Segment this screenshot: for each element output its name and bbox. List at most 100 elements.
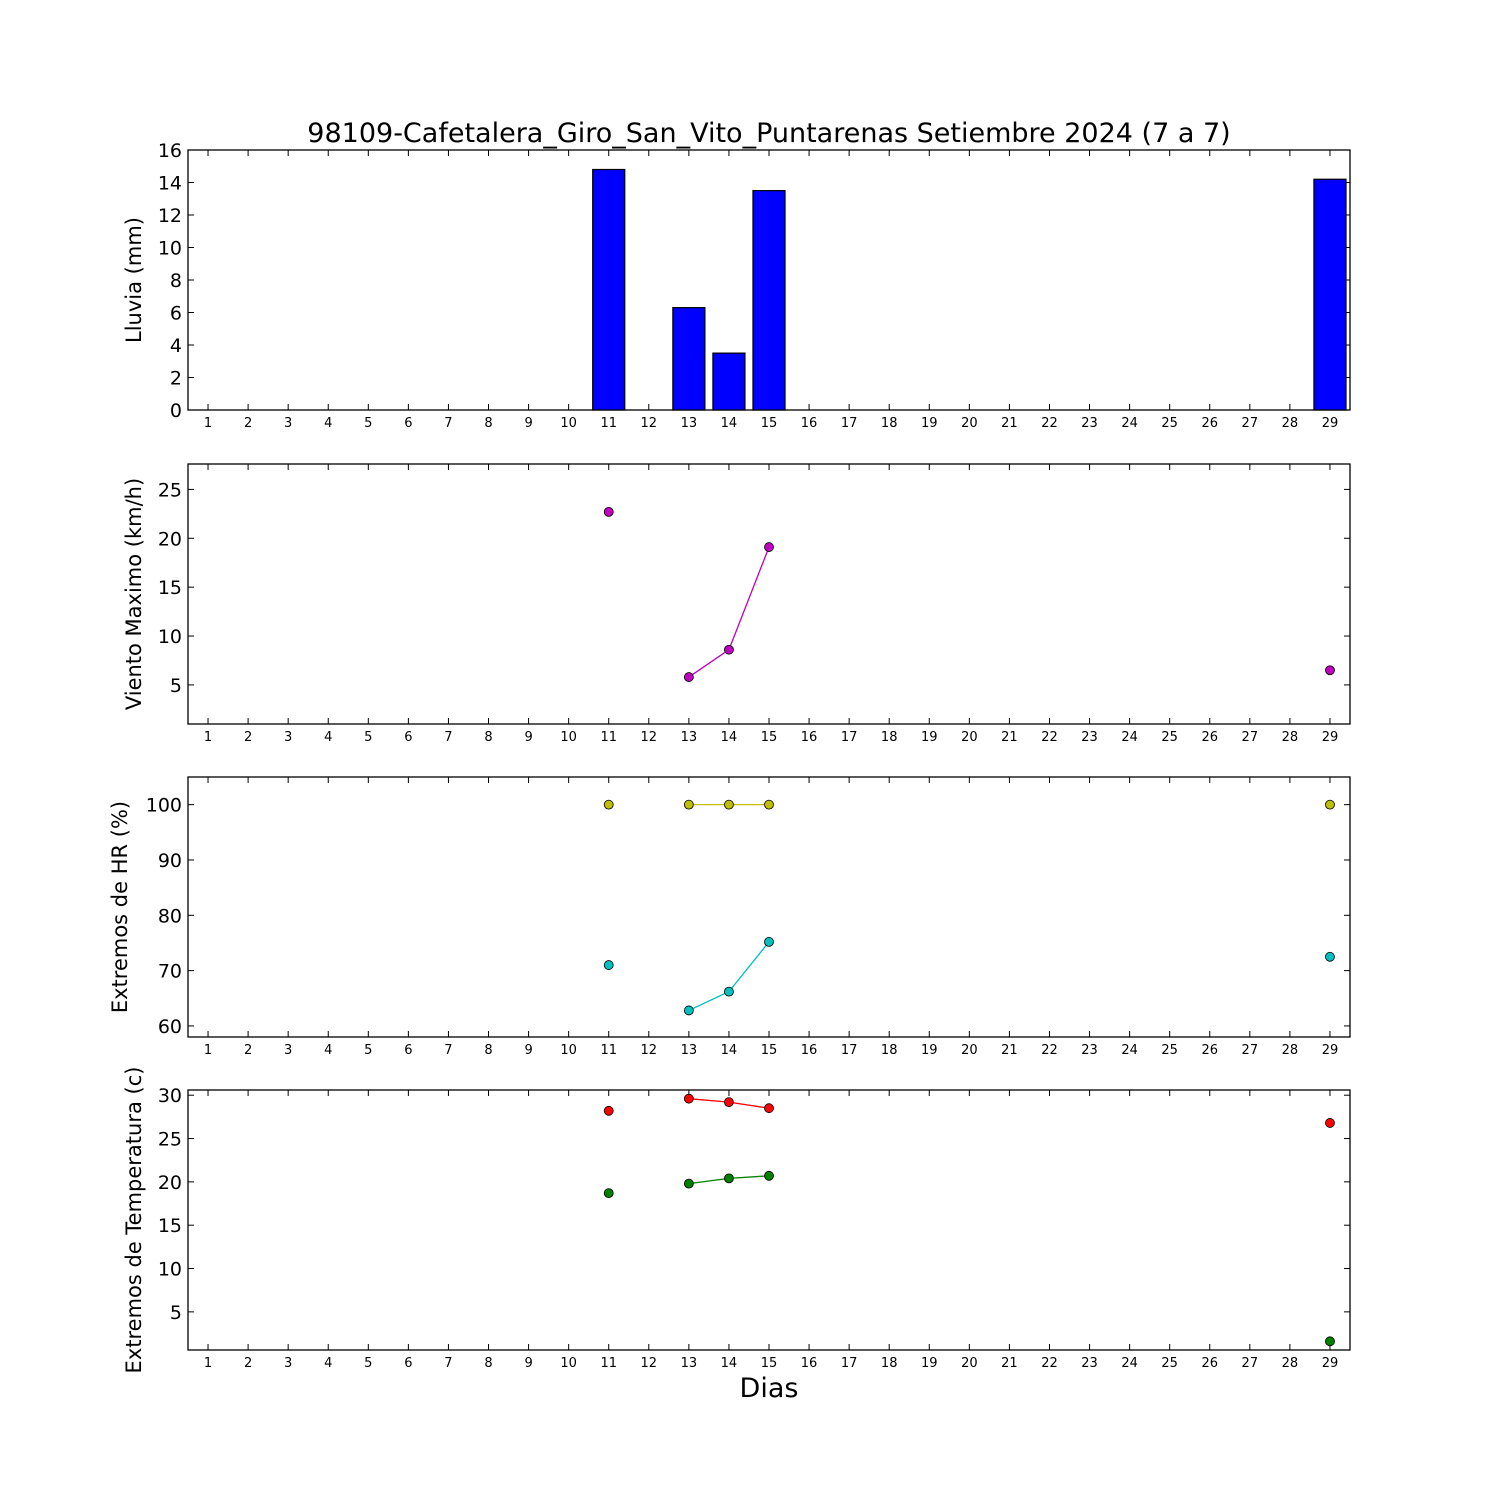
- x-tick-label: 8: [484, 1043, 492, 1058]
- x-tick-label: 4: [324, 730, 332, 745]
- x-tick-label: 28: [1282, 730, 1299, 745]
- y-tick-label: 2: [170, 368, 182, 390]
- y-tick-label: 100: [146, 795, 182, 817]
- x-tick-label: 25: [1161, 416, 1178, 431]
- x-tick-label: 24: [1121, 1043, 1138, 1058]
- x-tick-label: 11: [600, 416, 617, 431]
- x-tick-label: 9: [524, 1043, 532, 1058]
- x-tick-label: 18: [881, 1356, 898, 1371]
- x-tick-label: 22: [1041, 416, 1058, 431]
- x-tick-label: 19: [921, 1043, 938, 1058]
- x-tick-label: 1: [204, 1043, 212, 1058]
- x-tick-label: 11: [600, 1356, 617, 1371]
- y-tick-label: 5: [170, 1302, 182, 1324]
- y-tick-label: 25: [158, 479, 182, 501]
- x-tick-label: 24: [1121, 730, 1138, 745]
- x-tick-label: 21: [1001, 730, 1018, 745]
- x-tick-label: 15: [761, 416, 778, 431]
- chart-title: 98109-Cafetalera_Giro_San_Vito_Puntarena…: [307, 118, 1230, 149]
- y-tick-label: 15: [158, 577, 182, 599]
- x-tick-label: 1: [204, 416, 212, 431]
- x-tick-label: 6: [404, 1043, 412, 1058]
- x-tick-label: 22: [1041, 730, 1058, 745]
- x-tick-label: 19: [921, 1356, 938, 1371]
- x-tick-label: 16: [801, 730, 818, 745]
- x-tick-label: 12: [641, 416, 658, 431]
- x-tick-label: 5: [364, 416, 372, 431]
- x-tick-label: 20: [961, 1356, 978, 1371]
- x-tick-label: 28: [1282, 1043, 1299, 1058]
- x-tick-label: 24: [1121, 416, 1138, 431]
- x-tick-label: 25: [1161, 1356, 1178, 1371]
- x-tick-label: 4: [324, 1043, 332, 1058]
- y-tick-label: 12: [158, 205, 182, 227]
- x-tick-label: 2: [244, 730, 252, 745]
- x-tick-label: 26: [1201, 1356, 1218, 1371]
- x-tick-label: 12: [641, 1043, 658, 1058]
- x-tick-label: 10: [560, 1043, 577, 1058]
- x-tick-label: 13: [681, 1356, 698, 1371]
- series-1-point-day-15: [764, 799, 774, 810]
- series-1-point-day-11: [603, 799, 614, 810]
- x-tick-label: 8: [484, 730, 492, 745]
- series-2-point-day-14: [724, 1173, 734, 1184]
- x-tick-label: 7: [444, 416, 452, 431]
- series-1-point-day-13: [683, 672, 694, 682]
- x-tick-label: 29: [1322, 730, 1339, 745]
- x-tick-label: 6: [404, 416, 412, 431]
- x-tick-label: 15: [761, 730, 778, 745]
- x-tick-label: 9: [524, 416, 532, 431]
- x-tick-label: 17: [841, 1043, 858, 1058]
- x-tick-label: 2: [244, 1043, 252, 1058]
- series-1-point-day-29: [1325, 799, 1335, 810]
- x-tick-label: 11: [600, 1043, 617, 1058]
- x-tick-label: 22: [1041, 1356, 1058, 1371]
- x-tick-label: 20: [961, 416, 978, 431]
- series-1-point-day-11: [603, 1105, 614, 1116]
- series-line-1: [688, 546, 770, 678]
- x-tick-label: 19: [921, 730, 938, 745]
- x-tick-label: 13: [681, 1043, 698, 1058]
- x-tick-label: 27: [1242, 416, 1259, 431]
- series-2-point-day-13: [683, 1005, 694, 1016]
- series-1-point-day-15: [764, 542, 774, 552]
- x-tick-label: 15: [761, 1043, 778, 1058]
- series-2-point-day-29: [1325, 951, 1335, 962]
- y-tick-label: 10: [158, 1259, 182, 1281]
- bar-day-14: [712, 352, 746, 411]
- series-1-point-day-13: [683, 799, 694, 810]
- series-2-point-day-15: [764, 936, 774, 947]
- series-1-point-day-14: [724, 644, 734, 655]
- bar-day-15: [752, 190, 786, 411]
- y-axis-label-humidity: Extremos de HR (%): [108, 801, 132, 1013]
- x-tick-label: 23: [1081, 1356, 1098, 1371]
- series-1-point-day-29: [1325, 665, 1335, 676]
- x-tick-label: 4: [324, 1356, 332, 1371]
- x-tick-label: 18: [881, 1043, 898, 1058]
- series-2-point-day-13: [683, 1178, 694, 1189]
- x-tick-label: 13: [681, 730, 698, 745]
- x-tick-label: 25: [1161, 1043, 1178, 1058]
- x-tick-label: 16: [801, 1043, 818, 1058]
- x-tick-label: 26: [1201, 1043, 1218, 1058]
- x-tick-label: 17: [841, 730, 858, 745]
- y-tick-label: 60: [158, 1016, 182, 1038]
- x-tick-label: 29: [1322, 1356, 1339, 1371]
- panel-frame: [187, 463, 1351, 725]
- x-tick-label: 26: [1201, 730, 1218, 745]
- bar-day-13: [672, 307, 706, 411]
- x-tick-label: 10: [560, 730, 577, 745]
- x-tick-label: 7: [444, 1356, 452, 1371]
- x-tick-label: 18: [881, 730, 898, 745]
- x-tick-label: 2: [244, 1356, 252, 1371]
- x-tick-label: 17: [841, 1356, 858, 1371]
- series-2-point-day-11: [603, 960, 614, 970]
- x-tick-label: 8: [484, 1356, 492, 1371]
- x-tick-label: 27: [1242, 1043, 1259, 1058]
- panel-frame: [187, 1089, 1351, 1351]
- y-tick-label: 5: [170, 675, 182, 697]
- x-tick-label: 12: [641, 1356, 658, 1371]
